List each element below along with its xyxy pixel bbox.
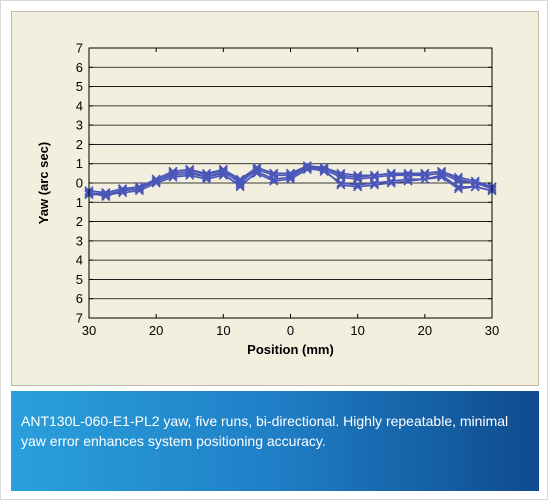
- y-tick-label: 4: [76, 98, 83, 113]
- y-tick-label: 2: [76, 214, 83, 229]
- x-tick-label: 20: [149, 323, 163, 338]
- chart-panel: 7 6 5 4 3 2 1 0 1 2 3 4 5 6 7 30 20 10 0 10 20 30 Position (m…: [11, 11, 539, 386]
- x-tick-label: 30: [485, 323, 499, 338]
- data-point: [453, 174, 463, 184]
- y-tick-label: 6: [76, 291, 83, 306]
- data-point: [201, 172, 212, 182]
- data-point: [252, 168, 262, 178]
- series-line: [88, 166, 493, 196]
- y-tick-label: 4: [76, 253, 83, 268]
- y-tick-label: 1: [76, 156, 83, 171]
- grid-lines: [89, 47, 492, 319]
- x-tick-label: 10: [216, 323, 230, 338]
- data-point: [453, 182, 463, 192]
- data-point: [285, 174, 296, 184]
- y-tick-label: 6: [76, 60, 83, 75]
- data-point: [353, 170, 363, 180]
- x-axis-title: Position (mm): [247, 342, 334, 357]
- data-point: [369, 180, 380, 190]
- data-point: [269, 174, 279, 184]
- series-2: [84, 163, 497, 202]
- x-tick-label: 30: [82, 323, 96, 338]
- series-3: [84, 163, 497, 200]
- y-tick-label: 0: [76, 176, 83, 191]
- data-point: [134, 186, 144, 196]
- data-point: [168, 172, 178, 182]
- data-point: [420, 174, 430, 184]
- data-point: [369, 170, 380, 180]
- figure-caption: ANT130L-060-E1-PL2 yaw, five runs, bi-di…: [21, 413, 509, 449]
- caption-panel: ANT130L-060-E1-PL2 yaw, five runs, bi-di…: [11, 391, 539, 491]
- data-point: [218, 170, 228, 180]
- data-point: [470, 178, 480, 188]
- data-point: [386, 168, 396, 178]
- y-tick-label: 7: [76, 41, 83, 56]
- y-tick-label: 5: [76, 272, 83, 287]
- data-point: [101, 190, 111, 200]
- data-point: [453, 184, 463, 194]
- data-point: [353, 172, 363, 182]
- data-point: [470, 182, 480, 192]
- data-point: [151, 178, 161, 188]
- data-point: [185, 170, 195, 180]
- data-point: [118, 188, 128, 198]
- y-tick-label: 2: [76, 137, 83, 152]
- y-tick-label: 7: [76, 311, 83, 326]
- data-point: [302, 164, 312, 175]
- x-tick-label: 10: [350, 323, 364, 338]
- y-tick-label: 3: [76, 233, 83, 248]
- data-point: [101, 188, 111, 198]
- y-tick-label: 5: [76, 79, 83, 94]
- data-point: [118, 184, 128, 194]
- y-axis-title: Yaw (arc sec): [36, 142, 51, 224]
- y-tick-label: 1: [76, 195, 83, 210]
- data-point: [319, 164, 329, 175]
- data-point: [235, 180, 245, 190]
- y-tick-label: 3: [76, 118, 83, 133]
- data-point: [336, 180, 346, 190]
- data-point: [336, 170, 346, 180]
- x-tick-label: 0: [287, 323, 294, 338]
- data-point: [353, 182, 363, 192]
- data-point: [386, 178, 396, 188]
- data-point: [201, 174, 212, 184]
- series-5: [84, 164, 497, 200]
- data-series: [84, 161, 497, 202]
- data-point: [403, 176, 413, 186]
- x-tick-label: 20: [418, 323, 432, 338]
- data-point: [437, 172, 447, 182]
- data-point: [269, 176, 279, 186]
- data-point: [353, 180, 363, 190]
